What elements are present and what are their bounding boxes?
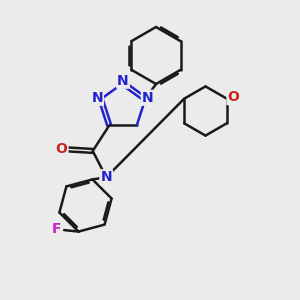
Text: F: F [52,222,62,236]
Text: N: N [91,91,103,105]
Text: O: O [227,90,239,104]
Text: N: N [117,74,129,88]
Text: N: N [100,170,112,184]
Text: N: N [142,91,154,105]
Text: O: O [56,142,68,156]
